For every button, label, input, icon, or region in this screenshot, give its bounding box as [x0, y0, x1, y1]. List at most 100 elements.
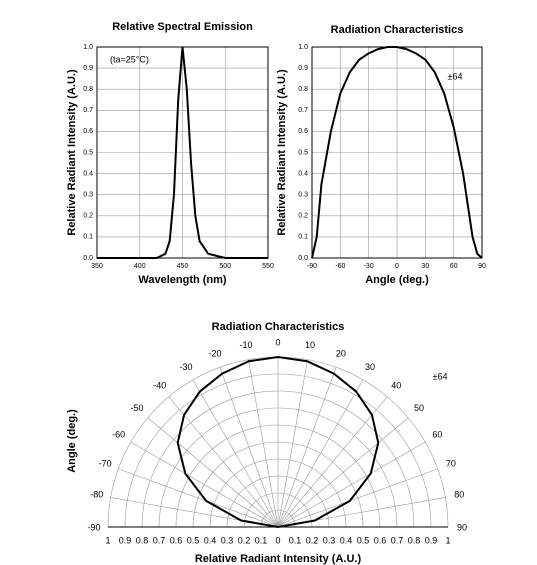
y-tick-label: 0.0 [298, 255, 308, 262]
y-tick-label: 0.8 [83, 86, 93, 93]
y-tick-label: 0.6 [83, 128, 93, 135]
theta-tick-label: -10 [240, 340, 253, 350]
y-tick-label: 0.3 [298, 192, 308, 199]
y-tick-label: 0.1 [298, 234, 308, 241]
y-tick-label: 1.0 [298, 44, 308, 51]
grid-line [192, 379, 279, 528]
theta-tick-label: 80 [454, 489, 464, 499]
theta-tick-label: 30 [365, 362, 375, 372]
y-tick-label: 0.5 [83, 149, 93, 156]
x-tick-label: 0 [395, 263, 399, 270]
grid-line [277, 379, 364, 528]
r-tick-label: 1 [445, 535, 450, 545]
r-tick-label: 0 [275, 535, 280, 545]
x-tick-label: 550 [262, 263, 274, 270]
y-tick-label: 1.0 [83, 44, 93, 51]
theta-tick-label: -70 [99, 458, 112, 468]
chart-title: Radiation Characteristics [331, 24, 464, 36]
annotation: ±64 [433, 371, 448, 381]
annotation: ±64 [448, 71, 463, 81]
theta-tick-label: 50 [414, 403, 424, 413]
r-tick-label: 0.8 [136, 535, 149, 545]
y-tick-label: 0.9 [83, 65, 93, 72]
r-tick-label: 0.9 [425, 535, 438, 545]
theta-tick-label: -30 [179, 362, 192, 372]
y-tick-label: 0.9 [298, 65, 308, 72]
x-tick-label: -90 [307, 263, 317, 270]
x-tick-label: 450 [177, 263, 189, 270]
y-tick-label: 0.2 [83, 213, 93, 220]
x-tick-label: 350 [91, 263, 103, 270]
theta-tick-label: -90 [87, 522, 100, 532]
theta-tick-label: -80 [90, 489, 103, 499]
data-line [97, 46, 268, 259]
grid-line [219, 367, 279, 528]
x-tick-label: 60 [450, 263, 458, 270]
grid-line [130, 441, 279, 528]
y-tick-label: 0.7 [298, 107, 308, 114]
theta-tick-label: 90 [457, 522, 467, 532]
y-tick-label: 0.5 [298, 149, 308, 156]
x-axis-label: Wavelength (nm) [138, 274, 227, 286]
grid-line [277, 468, 438, 528]
grid-line [147, 417, 279, 528]
theta-tick-label: 70 [446, 458, 456, 468]
r-tick-label: 0.3 [323, 535, 336, 545]
x-tick-label: -60 [335, 263, 345, 270]
r-tick-label: 0.4 [204, 535, 217, 545]
r-tick-label: 0.9 [119, 535, 132, 545]
y-tick-label: 0.4 [298, 170, 308, 177]
chart-title: Radiation Characteristics [212, 321, 345, 333]
theta-tick-label: -50 [131, 403, 144, 413]
theta-tick-label: -20 [209, 348, 222, 358]
y-tick-label: 0.8 [298, 86, 308, 93]
theta-tick-label: 0 [275, 337, 280, 347]
grid-line [277, 441, 426, 528]
y-tick-label: 0.3 [83, 192, 93, 199]
x-axis-label: Relative Radiant Intensity (A.U.) [195, 553, 362, 565]
y-tick-label: 0.2 [298, 213, 308, 220]
grid-line [168, 396, 279, 528]
y-tick-label: 0.0 [83, 255, 93, 262]
data-line [311, 46, 483, 259]
theta-tick-label: -40 [153, 380, 166, 390]
y-axis-label: Relative Radiant Intensity (A.U.) [276, 69, 288, 236]
x-tick-label: 30 [421, 263, 429, 270]
r-tick-label: 0.5 [187, 535, 200, 545]
grid-line [248, 359, 279, 528]
grid-line [118, 468, 279, 528]
r-tick-label: 0.7 [153, 535, 166, 545]
x-tick-label: 90 [478, 263, 486, 270]
theta-tick-label: 60 [432, 429, 442, 439]
theta-tick-label: -60 [112, 429, 125, 439]
y-tick-label: 0.4 [83, 170, 93, 177]
y-tick-label: 0.1 [83, 234, 93, 241]
theta-tick-label: 10 [305, 340, 315, 350]
theta-tick-label: 20 [336, 348, 346, 358]
annotation: (ta=25°C) [110, 54, 149, 64]
r-tick-label: 0.7 [391, 535, 404, 545]
data-line [176, 355, 380, 528]
r-tick-label: 0.1 [255, 535, 268, 545]
r-tick-label: 0.1 [289, 535, 302, 545]
y-tick-label: 0.7 [83, 107, 93, 114]
grid-line [277, 359, 308, 528]
r-tick-label: 0.8 [408, 535, 421, 545]
theta-tick-label: 40 [391, 380, 401, 390]
r-tick-label: 0.4 [340, 535, 353, 545]
y-axis-label: Angle (deg.) [66, 409, 78, 473]
y-tick-label: 0.6 [298, 128, 308, 135]
r-tick-label: 0.2 [306, 535, 319, 545]
x-axis-label: Angle (deg.) [365, 274, 429, 286]
r-tick-label: 0.5 [357, 535, 370, 545]
x-tick-label: -30 [364, 263, 374, 270]
x-tick-label: 400 [134, 263, 146, 270]
y-axis-label: Relative Radiant Intensity (A.U.) [66, 69, 78, 236]
grid-line [277, 417, 409, 528]
grid-line [277, 367, 337, 528]
x-tick-label: 500 [219, 263, 231, 270]
r-tick-label: 0.3 [221, 535, 234, 545]
chart-title: Relative Spectral Emission [112, 21, 253, 33]
r-tick-label: 1 [105, 535, 110, 545]
